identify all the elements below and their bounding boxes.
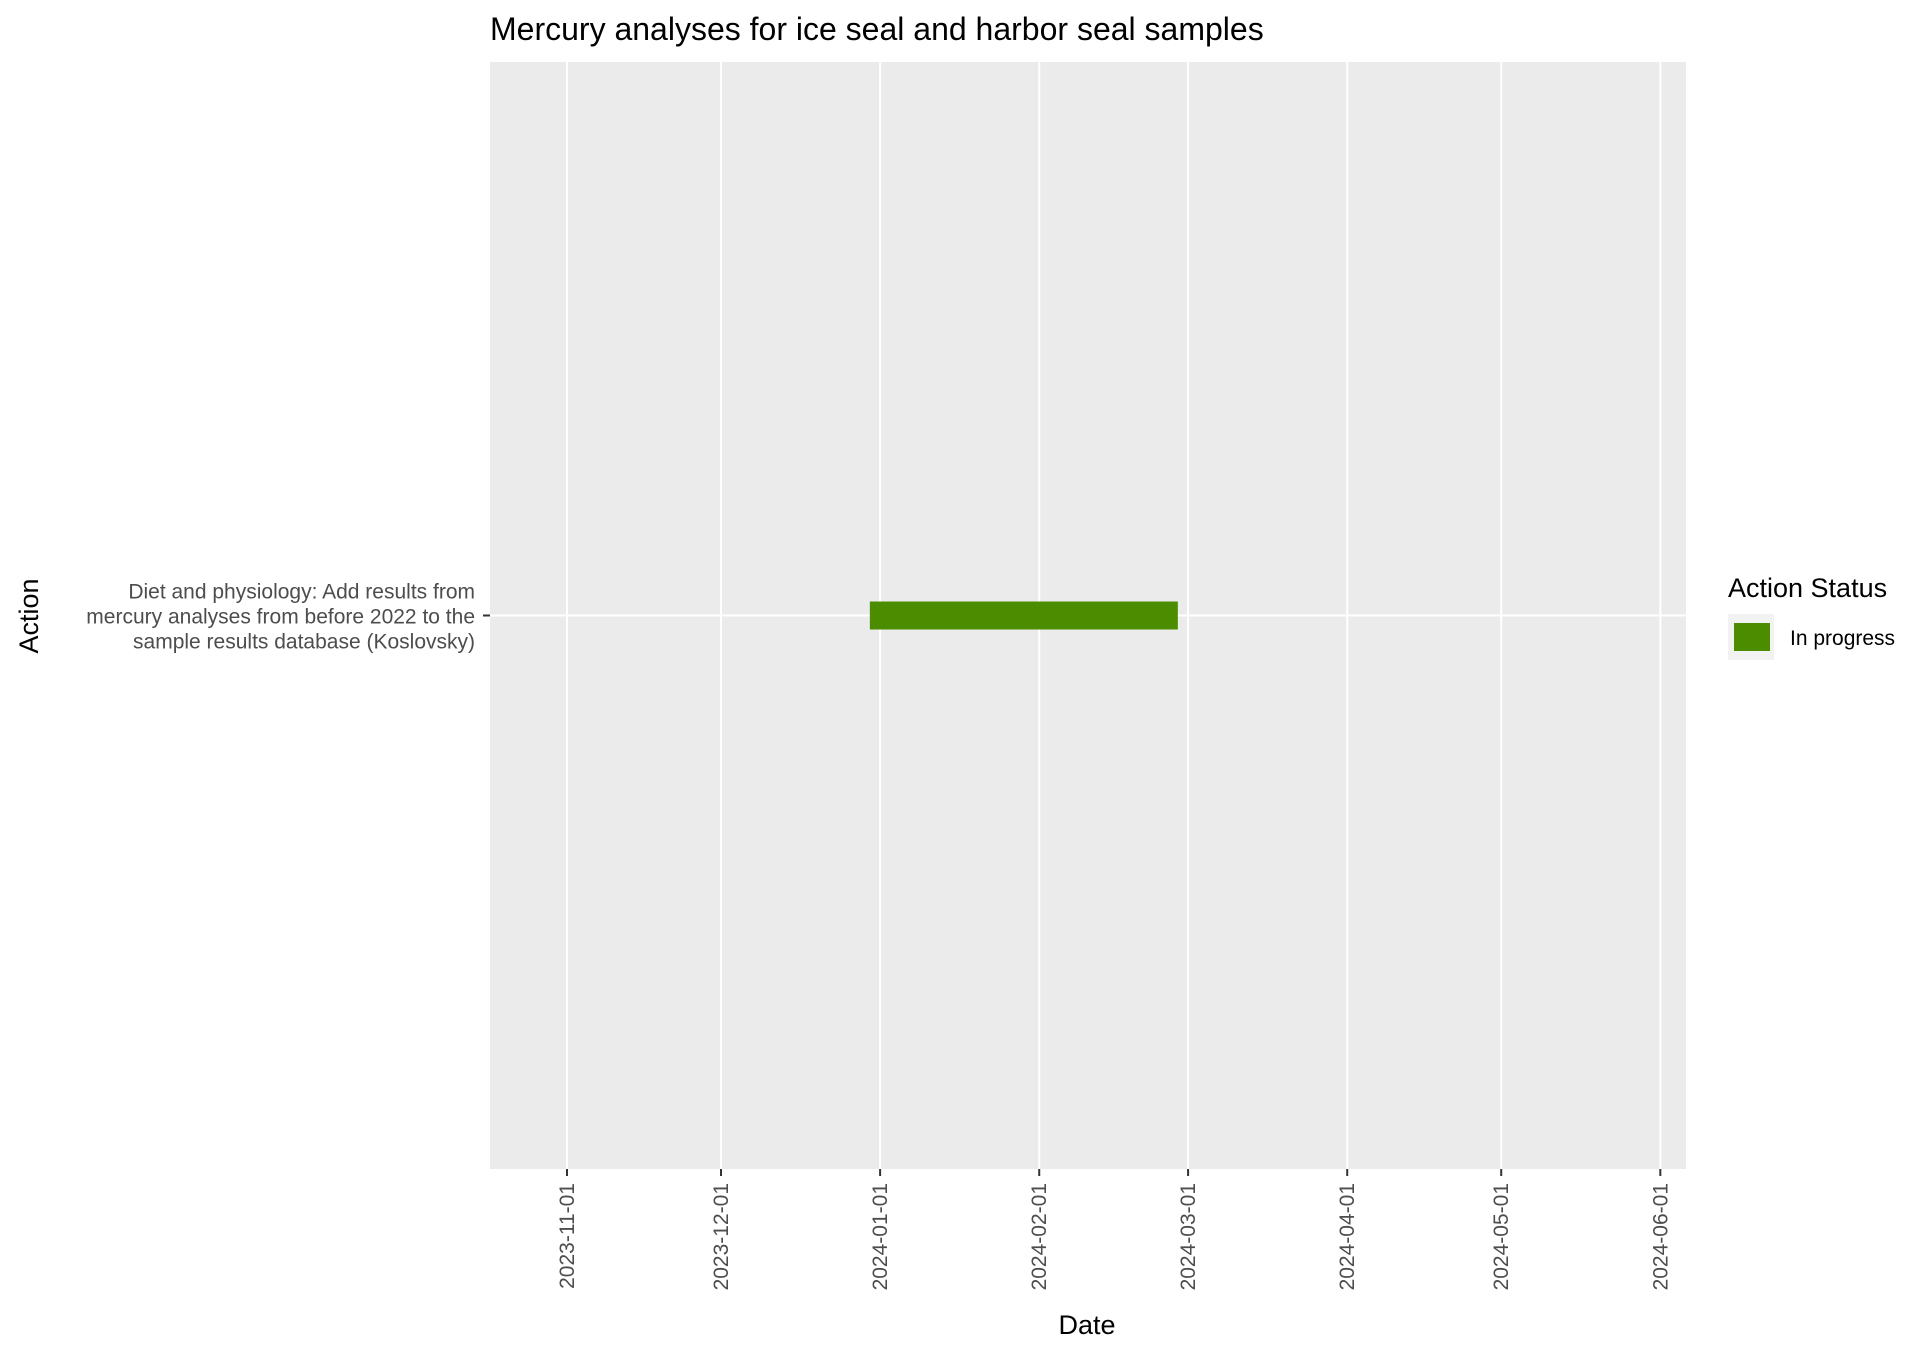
legend-label: In progress	[1790, 627, 1895, 650]
x-tick-label: 2024-06-01	[1649, 1183, 1672, 1290]
y-axis: Diet and physiology: Add results frommer…	[86, 581, 490, 654]
x-tick-label: 2024-04-01	[1336, 1183, 1359, 1290]
x-axis-title: Date	[1058, 1310, 1115, 1340]
plot-panel	[490, 62, 1686, 1169]
x-tick-label: 2023-11-01	[556, 1183, 579, 1289]
y-axis-title: Action	[14, 578, 44, 653]
legend-key-swatch	[1734, 623, 1770, 651]
x-tick-label: 2024-02-01	[1028, 1183, 1051, 1290]
x-tick-label: 2024-01-01	[869, 1183, 892, 1290]
x-tick-label: 2024-03-01	[1177, 1183, 1200, 1290]
x-tick-label: 2023-12-01	[710, 1183, 733, 1290]
legend: Action Status In progress	[1728, 573, 1895, 660]
task-bar	[869, 601, 1178, 630]
y-tick-label: sample results database (Koslovsky)	[133, 631, 475, 654]
y-tick-label: Diet and physiology: Add results from	[128, 581, 475, 604]
y-tick-label: mercury analyses from before 2022 to the	[86, 606, 475, 629]
legend-title: Action Status	[1728, 573, 1887, 603]
x-axis: 2023-11-01 2023-12-01 2024-01-01 2024-02-01…	[556, 1169, 1672, 1290]
x-tick-label: 2024-05-01	[1490, 1183, 1513, 1290]
chart-title: Mercury analyses for ice seal and harbor…	[490, 11, 1264, 47]
